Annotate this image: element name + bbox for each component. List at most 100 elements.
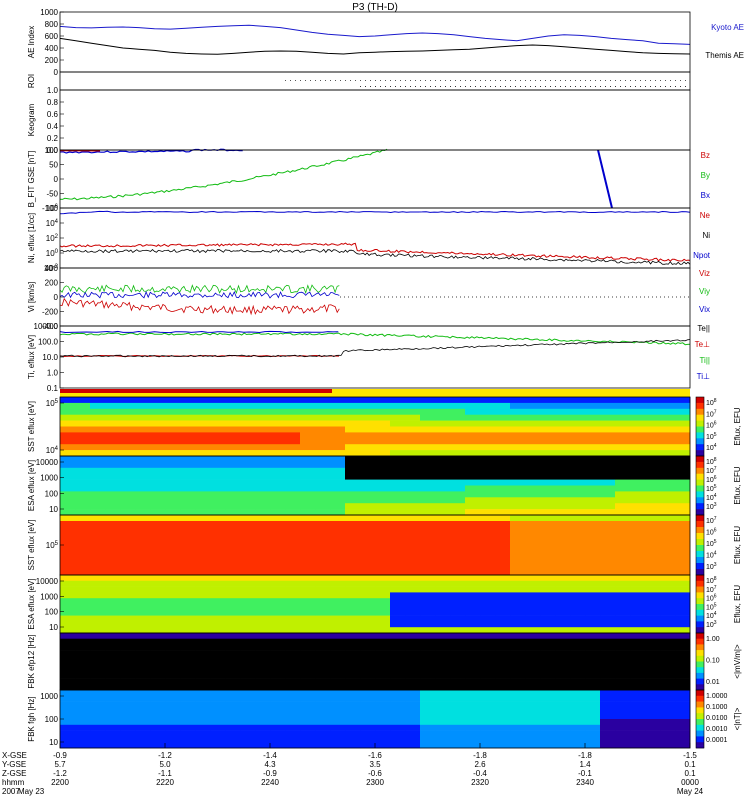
spectrogram-cell bbox=[480, 485, 496, 492]
spectrogram-cell bbox=[630, 503, 646, 510]
spectrogram-cell bbox=[120, 432, 136, 439]
spectrogram-cell bbox=[60, 533, 76, 540]
spectrogram-cell bbox=[120, 456, 136, 463]
spectrogram-cell bbox=[270, 695, 286, 702]
spectrogram-cell bbox=[150, 724, 166, 731]
spectrogram-cell bbox=[585, 539, 601, 546]
spectrogram-cell bbox=[375, 724, 391, 731]
spectrogram-cell bbox=[255, 545, 271, 552]
spectrogram-cell bbox=[75, 609, 91, 616]
roi-dot bbox=[560, 80, 561, 81]
spectrogram-cell bbox=[645, 491, 661, 498]
spectrogram-cell bbox=[330, 479, 346, 486]
spectrogram-cell bbox=[225, 569, 241, 576]
spectrogram-cell bbox=[375, 479, 391, 486]
spectrogram-cell bbox=[285, 420, 301, 427]
spectrogram-cell bbox=[105, 420, 121, 427]
spectrogram-cell bbox=[540, 633, 556, 639]
colorbar-cell bbox=[696, 575, 704, 579]
colorbar-tick: 0.0001 bbox=[706, 737, 728, 744]
spectrogram-cell bbox=[75, 713, 91, 720]
spectrogram-cell bbox=[495, 672, 511, 679]
spectrogram-cell bbox=[630, 615, 646, 622]
roi-dot bbox=[525, 86, 526, 87]
spectrogram-cell bbox=[390, 402, 406, 410]
spectrogram-cell bbox=[300, 644, 316, 651]
spectrogram-cell bbox=[300, 609, 316, 616]
spectrogram-cell bbox=[645, 414, 661, 421]
spectrogram-cell bbox=[150, 473, 166, 480]
spectrogram-cell bbox=[435, 644, 451, 651]
spectrogram-cell bbox=[540, 575, 556, 582]
spectrogram-cell bbox=[345, 563, 361, 570]
spectrogram-cell bbox=[255, 461, 271, 469]
spectrogram-cell bbox=[435, 719, 451, 726]
spectrogram-cell bbox=[285, 719, 301, 726]
spectrogram-cell bbox=[240, 461, 256, 469]
spectrogram-cell bbox=[120, 724, 136, 731]
spectrogram-cell bbox=[315, 713, 331, 720]
spectrogram-cell bbox=[480, 461, 496, 469]
spectrogram-cell bbox=[375, 598, 391, 605]
spectrogram-cell bbox=[465, 551, 481, 558]
spectrogram-cell bbox=[420, 569, 436, 576]
colorbar-cell bbox=[696, 716, 704, 720]
spectrogram-cell bbox=[330, 473, 346, 480]
spectrogram-cell bbox=[675, 655, 691, 662]
spectrogram-cell bbox=[285, 456, 301, 463]
spectrogram-cell bbox=[675, 491, 691, 498]
spectrogram-cell bbox=[315, 420, 331, 427]
spectrogram-cell bbox=[360, 575, 376, 582]
spectrogram-cell bbox=[210, 509, 226, 516]
spectrogram-cell bbox=[615, 473, 631, 480]
roi-dot bbox=[610, 86, 611, 87]
spectrogram-cell bbox=[165, 426, 181, 433]
spectrogram-cell bbox=[330, 713, 346, 720]
spectrogram-cell bbox=[555, 736, 571, 743]
spectrogram-cell bbox=[60, 557, 76, 564]
spectrogram-cell bbox=[285, 667, 301, 674]
spectrogram-cell bbox=[510, 742, 526, 749]
spectrogram-cell bbox=[240, 456, 256, 463]
spectrogram-cell bbox=[570, 598, 586, 605]
spectrogram-cell bbox=[450, 627, 466, 634]
spectrogram-cell bbox=[90, 633, 106, 639]
spectrogram-cell bbox=[405, 650, 421, 657]
spectrogram-cell bbox=[600, 521, 616, 528]
spectrogram-cell bbox=[495, 655, 511, 662]
spectrogram-cell bbox=[285, 485, 301, 492]
spectrogram-cell bbox=[60, 684, 76, 691]
spectrogram-cell bbox=[465, 713, 481, 720]
spectrogram-cell bbox=[150, 438, 166, 445]
spectrogram-cell bbox=[195, 604, 211, 611]
spectrogram-cell bbox=[300, 426, 316, 433]
roi-dot bbox=[520, 80, 521, 81]
spectrogram-cell bbox=[240, 690, 256, 697]
spectrogram-cell bbox=[375, 672, 391, 679]
spectrogram-cell bbox=[495, 444, 511, 451]
spectrogram-cell bbox=[585, 707, 601, 714]
colorbar-cell bbox=[696, 554, 704, 558]
colorbar-cell bbox=[696, 647, 704, 651]
spectrogram-cell bbox=[450, 604, 466, 611]
spectrogram-cell bbox=[75, 580, 91, 587]
spectrogram-cell bbox=[90, 467, 106, 474]
roi-dot bbox=[535, 86, 536, 87]
keogram-tick-label: 0.6 bbox=[47, 110, 59, 119]
spectrogram-cell bbox=[300, 730, 316, 737]
colorbar-cell bbox=[696, 545, 704, 549]
spectrogram-cell bbox=[75, 742, 91, 749]
spectrogram-cell bbox=[285, 557, 301, 564]
spectrogram-cell bbox=[360, 551, 376, 558]
spectrogram-cell bbox=[525, 521, 541, 528]
spectrogram-cell bbox=[285, 742, 301, 749]
colorbar-cell bbox=[696, 524, 704, 528]
spectrogram-cell bbox=[465, 621, 481, 628]
roi-dot bbox=[465, 86, 466, 87]
roi-dot bbox=[410, 80, 411, 81]
spectrogram-cell bbox=[270, 592, 286, 599]
spectrogram-cell bbox=[540, 521, 556, 528]
spectrogram-cell bbox=[300, 650, 316, 657]
spectrogram-cell bbox=[405, 638, 421, 645]
spectrogram-cell bbox=[255, 450, 271, 457]
